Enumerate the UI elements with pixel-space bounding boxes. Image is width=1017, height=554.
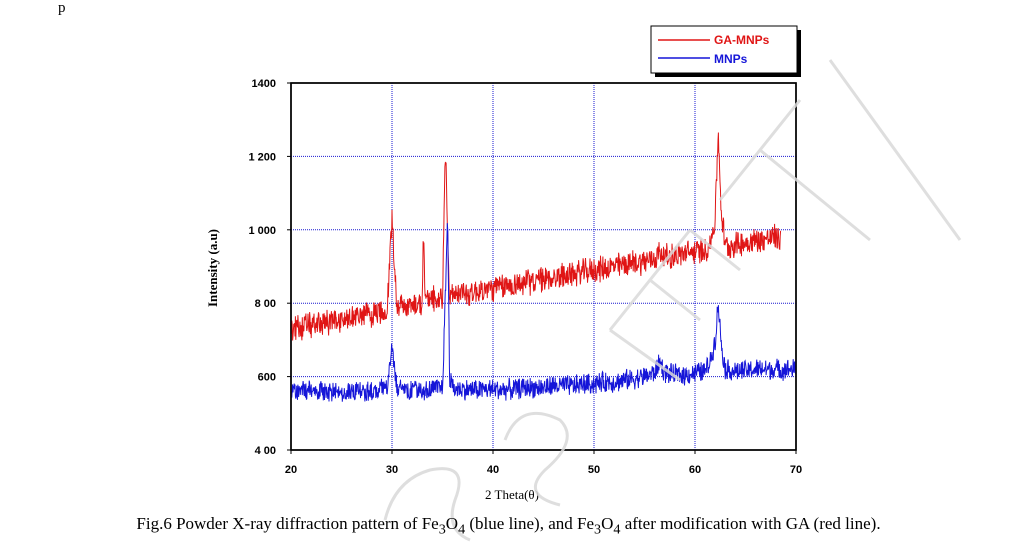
y-tick-label: 4 00 — [255, 445, 276, 457]
y-tick-label: 1400 — [252, 78, 276, 90]
figure-caption: Fig.6 Powder X-ray diffraction pattern o… — [0, 514, 1017, 538]
x-tick-label: 70 — [790, 464, 802, 476]
y-tick-label: 600 — [258, 372, 276, 384]
x-tick-label: 50 — [588, 464, 600, 476]
caption-part: O — [445, 514, 459, 533]
caption-sub: 4 — [458, 521, 466, 538]
caption-part: (blue line), and Fe — [465, 514, 595, 533]
x-tick-label: 20 — [285, 464, 297, 476]
x-tick-label: 30 — [386, 464, 398, 476]
x-tick-label: 60 — [689, 464, 701, 476]
y-tick-labels: 4 00 600 8 00 1 000 1 200 1400 — [248, 78, 291, 457]
caption-sub: 3 — [438, 521, 446, 538]
x-tick-label: 40 — [487, 464, 499, 476]
y-tick-label: 1 000 — [248, 225, 276, 237]
y-axis-title: Intensity (a.u) — [205, 229, 220, 307]
caption-part: Fig.6 Powder X-ray diffraction pattern o… — [136, 514, 439, 533]
caption-part: after modification with GA (red line). — [620, 514, 881, 533]
x-tick-labels: 20 30 40 50 60 70 — [285, 450, 802, 476]
legend-label-mnps: MNPs — [714, 52, 748, 66]
top-text-fragment: p — [58, 0, 66, 16]
caption-part: O — [601, 514, 614, 533]
caption-sub: 3 — [594, 521, 602, 538]
legend-label-ga-mnps: GA-MNPs — [714, 33, 770, 47]
legend: GA-MNPs MNPs — [650, 25, 801, 77]
legend-box — [650, 25, 798, 74]
caption-sub: 4 — [613, 521, 621, 538]
y-tick-label: 1 200 — [248, 151, 276, 163]
x-axis-title: 2 Theta(θ) — [485, 487, 539, 502]
y-tick-label: 8 00 — [255, 298, 276, 310]
